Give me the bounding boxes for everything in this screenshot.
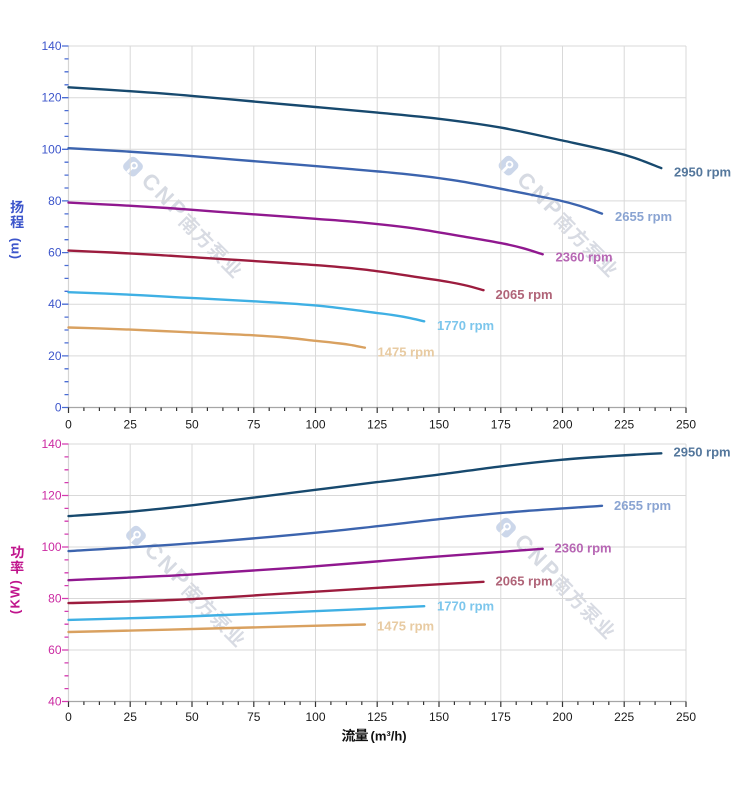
svg-text:200: 200 (552, 710, 572, 724)
svg-text:225: 225 (614, 710, 634, 724)
svg-text:1475 rpm: 1475 rpm (377, 619, 434, 634)
svg-text:(m³/h): (m³/h) (371, 729, 407, 744)
svg-text:75: 75 (247, 418, 261, 432)
svg-text:50: 50 (185, 418, 199, 432)
svg-text:0: 0 (65, 418, 72, 432)
svg-text:20: 20 (48, 349, 62, 363)
svg-text:2655 rpm: 2655 rpm (614, 498, 671, 513)
svg-text:100: 100 (305, 418, 325, 432)
svg-text:2360 rpm: 2360 rpm (556, 250, 613, 265)
svg-text:25: 25 (124, 710, 138, 724)
svg-text:60: 60 (48, 246, 62, 260)
svg-text:150: 150 (429, 418, 449, 432)
svg-text:1475 rpm: 1475 rpm (378, 345, 435, 360)
svg-text:120: 120 (41, 91, 61, 105)
svg-text:120: 120 (41, 489, 61, 503)
svg-text:2655 rpm: 2655 rpm (615, 209, 672, 224)
svg-text:2065 rpm: 2065 rpm (496, 287, 553, 302)
svg-text:0: 0 (55, 401, 62, 415)
svg-text:60: 60 (48, 643, 62, 657)
svg-text:175: 175 (491, 418, 511, 432)
svg-text:2065 rpm: 2065 rpm (496, 574, 553, 589)
svg-text:100: 100 (305, 710, 325, 724)
svg-text:40: 40 (48, 695, 62, 709)
svg-text:100: 100 (41, 142, 61, 156)
svg-text:175: 175 (491, 710, 511, 724)
svg-text:2360 rpm: 2360 rpm (555, 541, 612, 556)
svg-text:140: 140 (41, 437, 61, 451)
svg-text:25: 25 (124, 418, 138, 432)
svg-text:250: 250 (676, 710, 696, 724)
svg-text:140: 140 (41, 39, 61, 53)
svg-text:(KW): (KW) (8, 579, 23, 614)
svg-text:80: 80 (48, 592, 62, 606)
svg-text:0: 0 (65, 710, 72, 724)
svg-text:250: 250 (676, 418, 696, 432)
svg-text:(m): (m) (7, 237, 22, 259)
svg-text:2950 rpm: 2950 rpm (674, 445, 731, 460)
svg-text:150: 150 (429, 710, 449, 724)
svg-text:1770 rpm: 1770 rpm (437, 318, 494, 333)
svg-text:40: 40 (48, 297, 62, 311)
svg-text:50: 50 (185, 710, 199, 724)
svg-text:225: 225 (614, 418, 634, 432)
svg-text:1770 rpm: 1770 rpm (437, 599, 494, 614)
svg-text:100: 100 (41, 540, 61, 554)
svg-text:80: 80 (48, 194, 62, 208)
svg-text:2950 rpm: 2950 rpm (674, 165, 731, 180)
svg-text:125: 125 (367, 710, 387, 724)
svg-text:200: 200 (552, 418, 572, 432)
svg-text:125: 125 (367, 418, 387, 432)
svg-text:75: 75 (247, 710, 261, 724)
